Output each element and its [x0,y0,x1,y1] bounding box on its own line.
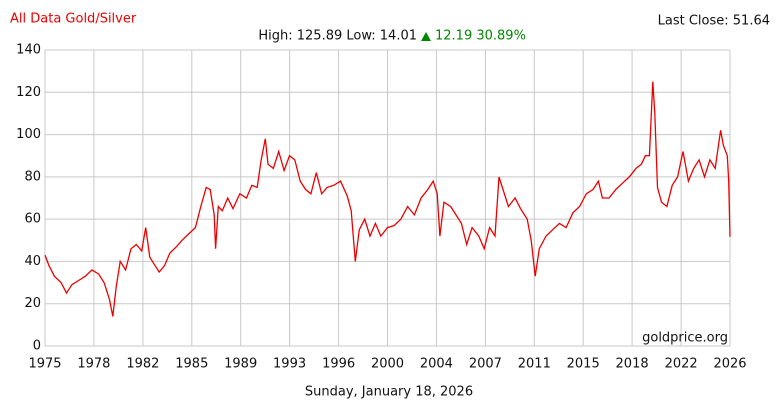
x-tick-label: 2026 [713,357,746,372]
x-tick-label: 2004 [420,357,453,372]
chart-title: All Data Gold/Silver [10,12,137,27]
y-tick-label: 60 [24,212,41,227]
data-line [44,81,731,317]
x-tick-label: 2018 [616,357,649,372]
y-tick-label: 140 [16,43,41,58]
x-tick-label: 2015 [567,357,600,372]
up-arrow [421,32,431,41]
date-label: Sunday, January 18, 2026 [305,385,473,400]
x-tick-label: 2022 [665,357,698,372]
y-tick-label: 80 [24,169,41,184]
x-tick-label: 1985 [175,357,208,372]
x-tick-label: 1978 [77,357,110,372]
x-tick-label: 1982 [126,357,159,372]
subtitle: High: 125.89 Low: 14.01 [258,29,417,44]
y-tick-label: 0 [33,339,41,354]
y-tick-label: 100 [16,127,41,142]
watermark: goldprice.org [642,331,728,346]
last-close: Last Close: 51.64 [658,14,770,29]
x-tick-label: 2007 [469,357,502,372]
y-tick-label: 40 [24,254,41,269]
x-tick-label: 1993 [273,357,306,372]
x-tick-label: 1989 [224,357,257,372]
y-tick-label: 120 [16,85,41,100]
x-tick-label: 2000 [371,357,404,372]
x-tick-label: 2011 [518,357,551,372]
change: 12.19 30.89% [435,29,526,44]
x-tick-label: 1975 [28,357,61,372]
x-tick-label: 1996 [322,357,355,372]
y-tick-label: 20 [24,296,41,311]
